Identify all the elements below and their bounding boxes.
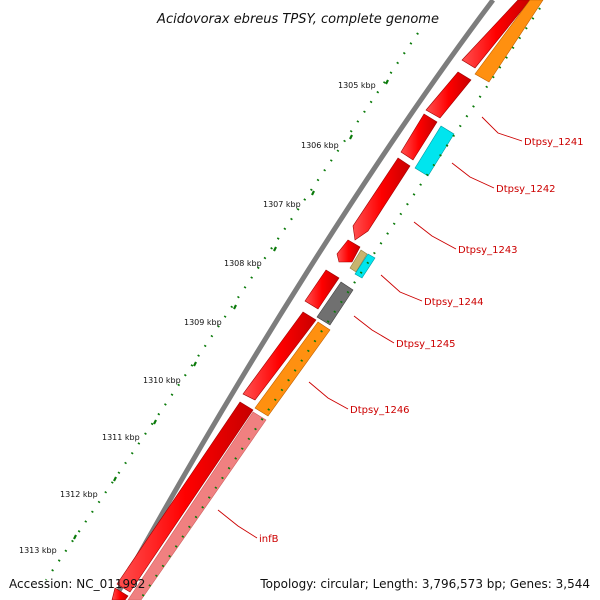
leader-1243 bbox=[413, 221, 457, 250]
leader-1246 bbox=[308, 381, 349, 410]
genome-backbone bbox=[111, 0, 495, 600]
cds-forward bbox=[304, 269, 340, 310]
leader-lines bbox=[217, 116, 523, 539]
accession-text: Accession: NC_011992 bbox=[9, 577, 146, 591]
gene-label-1241[interactable]: Dtpsy_1241 bbox=[524, 137, 584, 148]
scale-tick bbox=[273, 246, 277, 252]
cds-forward bbox=[336, 239, 361, 263]
leader-1241 bbox=[481, 116, 523, 142]
leader-1242 bbox=[451, 162, 495, 189]
scale-label: 1311 kbp bbox=[102, 433, 140, 442]
map-title: Acidovorax ebreus TPSY, complete genome bbox=[156, 12, 439, 27]
scale-label: 1313 kbp bbox=[19, 546, 57, 555]
scale-tick bbox=[73, 534, 77, 540]
cds-forward bbox=[400, 113, 438, 161]
cds-forward bbox=[461, 0, 531, 69]
cds-forward bbox=[116, 401, 254, 593]
gray-feature-1245 bbox=[316, 281, 354, 326]
infB-shaded-region bbox=[127, 411, 267, 600]
scale-label: 1308 kbp bbox=[224, 259, 262, 268]
scale-dots bbox=[45, 32, 419, 581]
leader-infB bbox=[217, 509, 258, 539]
scale-label: 1307 kbp bbox=[263, 200, 301, 209]
cds-forward bbox=[111, 587, 129, 600]
cyan-feature-1242 bbox=[414, 125, 455, 177]
scale-tick-marks bbox=[73, 79, 389, 540]
cds-forward bbox=[352, 157, 411, 241]
gene-label-1244[interactable]: Dtpsy_1244 bbox=[424, 297, 484, 308]
scale-tick bbox=[153, 419, 157, 425]
scale-tick bbox=[233, 304, 237, 310]
cds-forward bbox=[242, 311, 317, 401]
topology-text: Topology: circular; Length: 3,796,573 bp… bbox=[260, 577, 590, 591]
cyan-feature-1244 bbox=[354, 253, 376, 279]
scale-label: 1310 kbp bbox=[143, 376, 181, 385]
scale-tick bbox=[113, 476, 117, 482]
scale-tick bbox=[349, 134, 353, 140]
gene-label-1242[interactable]: Dtpsy_1242 bbox=[496, 184, 556, 195]
inner-scale-dots bbox=[139, 7, 541, 600]
scale-tick bbox=[385, 79, 389, 85]
scale-label: 1306 kbp bbox=[301, 141, 339, 150]
orange-feature-1241 bbox=[474, 0, 544, 83]
orange-feature-1246 bbox=[254, 321, 331, 417]
gene-label-1243[interactable]: Dtpsy_1243 bbox=[458, 245, 518, 256]
scale-label: 1312 kbp bbox=[60, 490, 98, 499]
scale-label: 1309 kbp bbox=[184, 318, 222, 327]
leader-1245 bbox=[353, 315, 395, 344]
gene-label-infB[interactable]: infB bbox=[259, 534, 279, 545]
scale-label: 1305 kbp bbox=[338, 81, 376, 90]
gene-label-1246[interactable]: Dtpsy_1246 bbox=[350, 405, 410, 416]
forward-strand bbox=[111, 0, 531, 600]
leader-1244 bbox=[380, 274, 423, 302]
gene-label-1245[interactable]: Dtpsy_1245 bbox=[396, 339, 456, 350]
cds-forward bbox=[425, 71, 472, 119]
scale-tick bbox=[311, 190, 315, 196]
scale-tick bbox=[193, 361, 197, 367]
